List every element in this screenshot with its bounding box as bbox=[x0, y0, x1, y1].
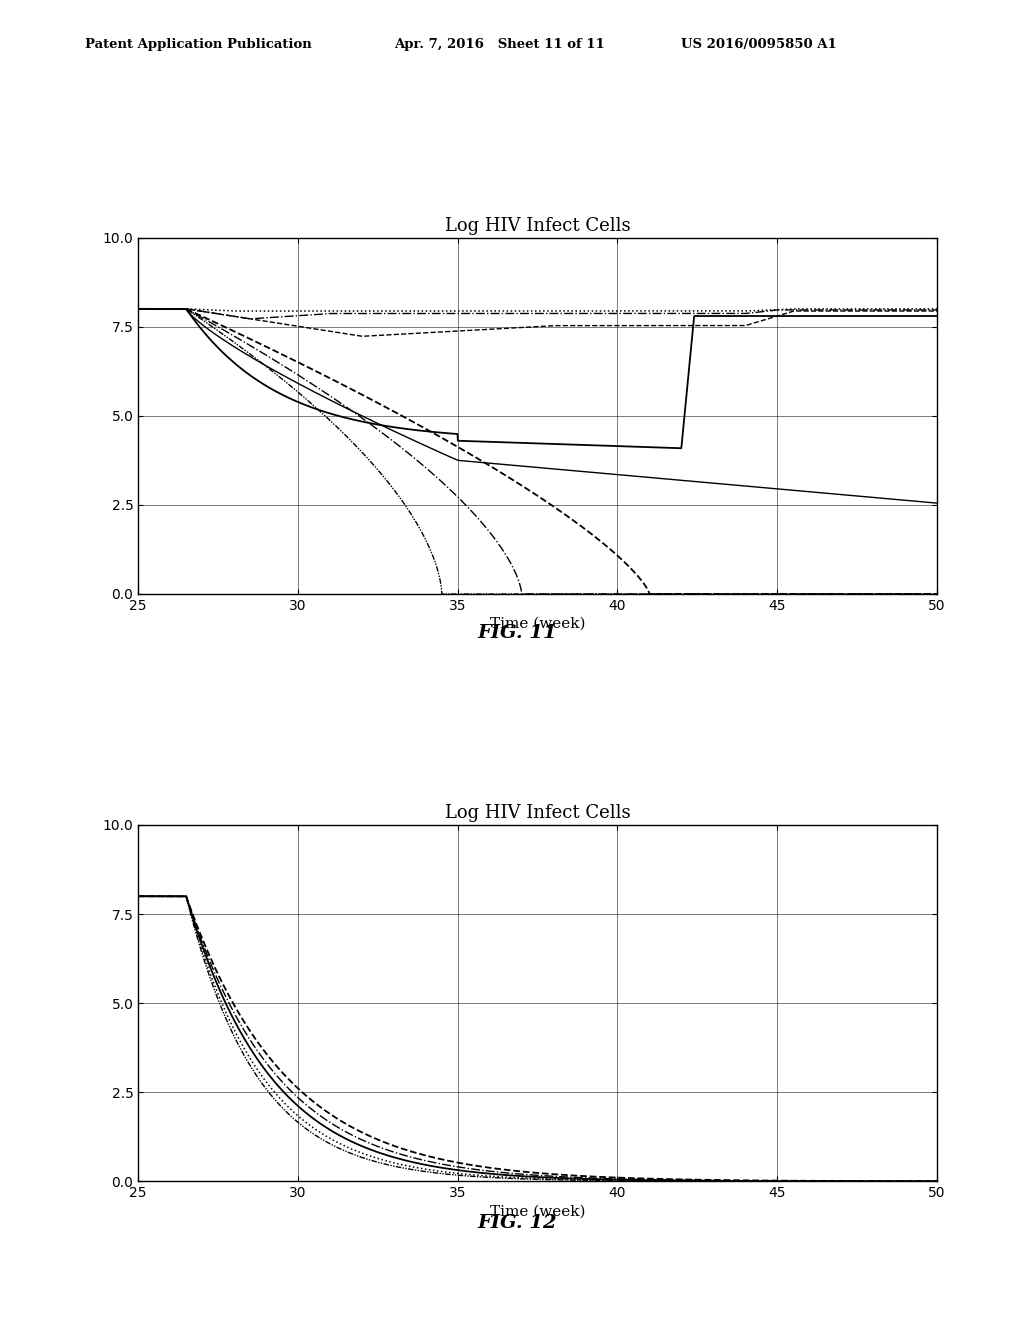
X-axis label: Time (week): Time (week) bbox=[489, 616, 586, 631]
Title: Log HIV Infect Cells: Log HIV Infect Cells bbox=[444, 804, 631, 822]
Text: Apr. 7, 2016   Sheet 11 of 11: Apr. 7, 2016 Sheet 11 of 11 bbox=[394, 37, 605, 50]
Text: FIG. 12: FIG. 12 bbox=[477, 1214, 557, 1233]
Text: US 2016/0095850 A1: US 2016/0095850 A1 bbox=[681, 37, 837, 50]
X-axis label: Time (week): Time (week) bbox=[489, 1204, 586, 1218]
Text: Patent Application Publication: Patent Application Publication bbox=[85, 37, 311, 50]
Title: Log HIV Infect Cells: Log HIV Infect Cells bbox=[444, 216, 631, 235]
Text: FIG. 11: FIG. 11 bbox=[477, 624, 557, 643]
